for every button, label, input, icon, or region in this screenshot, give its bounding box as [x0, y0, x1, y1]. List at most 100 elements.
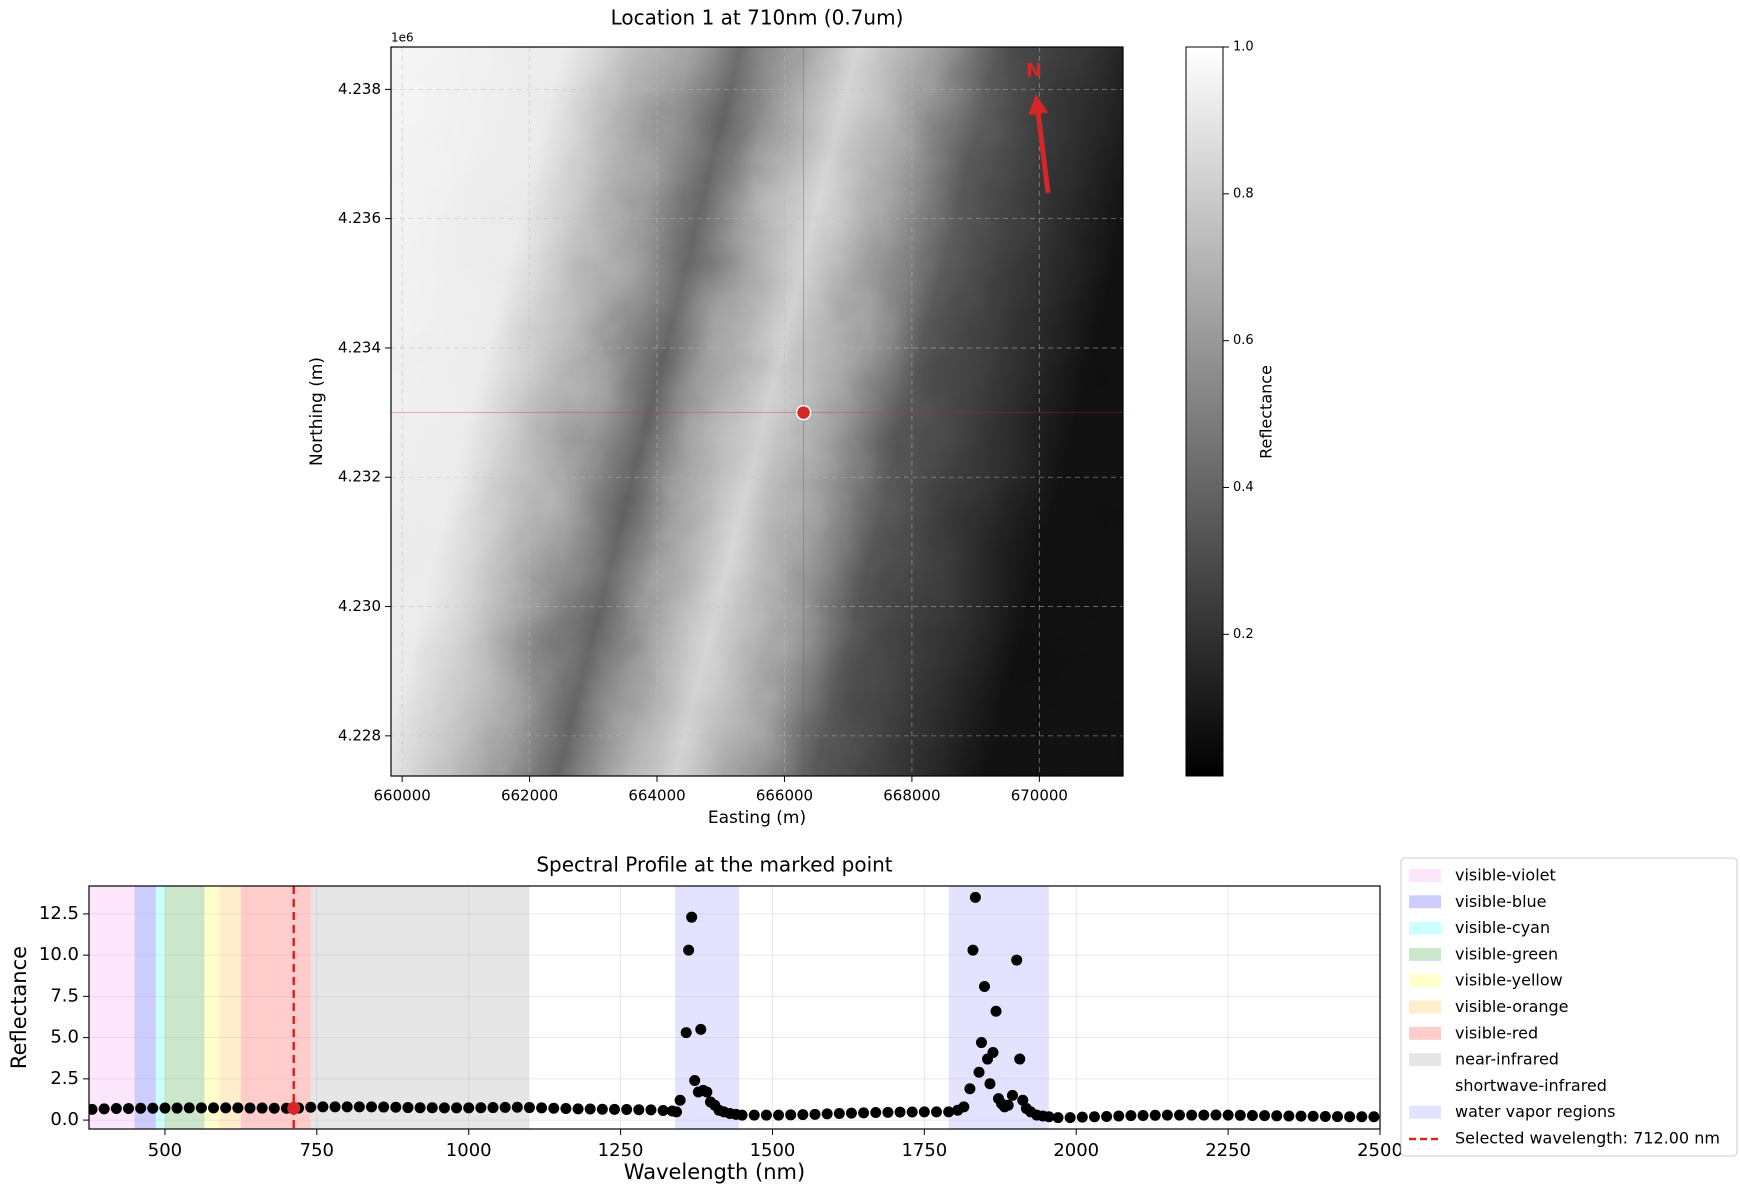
- legend-swatch: [1409, 1053, 1441, 1067]
- x-tick-label: 2250: [1205, 1140, 1251, 1161]
- spectral-point: [695, 1023, 707, 1035]
- y-tick-label: 4.234: [338, 338, 381, 356]
- spectral-point: [159, 1102, 171, 1114]
- spectral-point: [89, 1103, 98, 1115]
- y-tick-label: 4.236: [338, 209, 381, 227]
- legend-label: water vapor regions: [1455, 1102, 1616, 1121]
- spectral-point: [1307, 1110, 1319, 1122]
- y-tick-label: 0.0: [50, 1109, 79, 1130]
- spectral-point: [426, 1102, 438, 1114]
- spectral-point: [785, 1109, 797, 1121]
- legend-swatch: [1409, 1079, 1441, 1093]
- spectral-point: [366, 1101, 378, 1113]
- legend-label: visible-red: [1455, 1023, 1538, 1042]
- spectral-point: [1014, 1053, 1026, 1065]
- legend-swatch: [1409, 974, 1441, 988]
- spectral-point: [183, 1102, 195, 1114]
- x-tick-label: 2000: [1053, 1140, 1099, 1161]
- spectral-point: [773, 1109, 785, 1121]
- x-tick-label: 662000: [501, 787, 558, 805]
- spectral-point: [1125, 1110, 1137, 1122]
- x-tick-label: 666000: [756, 787, 813, 805]
- x-axis-label: Easting (m): [708, 808, 806, 828]
- spectral-point: [701, 1086, 713, 1098]
- selected-point: [287, 1101, 301, 1115]
- spectral-point: [268, 1102, 280, 1114]
- x-tick-label: 500: [148, 1140, 182, 1161]
- spectral-point: [353, 1101, 365, 1113]
- y-axis-label: Northing (m): [307, 357, 327, 466]
- y-tick-label: 7.5: [50, 985, 79, 1006]
- spectral-point: [657, 1105, 669, 1117]
- spectral-point: [341, 1101, 353, 1113]
- spectrum-panel: 500 750 1000 1250 1500 1750 2000 2250 2500 0.0 2.5…: [7, 853, 1738, 1184]
- x-tick-label: 664000: [628, 787, 685, 805]
- x-tick-label: 660000: [374, 787, 431, 805]
- spectral-point: [1186, 1109, 1198, 1121]
- spectral-point: [821, 1108, 833, 1120]
- chart-title: Spectral Profile at the marked point: [536, 853, 892, 877]
- image-texture: [391, 47, 1123, 776]
- spectral-point: [463, 1102, 475, 1114]
- spectral-point: [736, 1109, 748, 1121]
- x-tick-label: 1250: [598, 1140, 644, 1161]
- spectral-point: [402, 1102, 414, 1114]
- band: [529, 886, 1380, 1129]
- legend-label: near-infrared: [1455, 1050, 1559, 1069]
- x-tick-label: 668000: [883, 787, 940, 805]
- spectral-point: [1271, 1110, 1283, 1122]
- y-tick-label: 4.228: [338, 726, 381, 744]
- legend-box: [1400, 857, 1738, 1157]
- spectral-point: [609, 1103, 621, 1115]
- spectral-point: [98, 1103, 110, 1115]
- legend-swatch: [1409, 895, 1441, 909]
- spectral-point: [317, 1101, 329, 1113]
- legend-swatch: [1409, 921, 1441, 935]
- spectral-point: [645, 1104, 657, 1116]
- offset-text: 1e6: [391, 31, 414, 45]
- spectral-point: [683, 944, 695, 956]
- x-tick-label: 1000: [446, 1140, 492, 1161]
- x-tick-label: 1750: [901, 1140, 947, 1161]
- plot-area: [89, 886, 1380, 1129]
- spectral-point: [1295, 1110, 1307, 1122]
- marked-point: [795, 404, 812, 421]
- legend-label: visible-yellow: [1455, 971, 1563, 990]
- spectral-point: [596, 1103, 608, 1115]
- y-tick-label: 2.5: [50, 1068, 79, 1089]
- axes-frame: [88, 885, 1381, 1130]
- spectral-point: [110, 1103, 122, 1115]
- band: [219, 886, 241, 1129]
- spectral-point: [1017, 1094, 1029, 1106]
- x-axis-label: Wavelength (nm): [624, 1160, 805, 1184]
- spectral-point: [1137, 1109, 1149, 1121]
- band: [134, 886, 156, 1129]
- x-tick-label: 750: [300, 1140, 334, 1161]
- spectral-point: [1011, 954, 1023, 966]
- band: [155, 886, 165, 1129]
- spectral-point: [1043, 1111, 1055, 1123]
- spectral-point: [560, 1103, 572, 1115]
- colorbar-tick-label: 0.4: [1233, 480, 1254, 495]
- spectral-point: [978, 980, 990, 992]
- spectral-point: [147, 1102, 159, 1114]
- colorbar: [1185, 46, 1224, 777]
- spectral-point: [1234, 1109, 1246, 1121]
- spectral-point: [1064, 1112, 1076, 1124]
- spectral-point: [208, 1102, 220, 1114]
- spectral-point: [1161, 1109, 1173, 1121]
- spectral-point: [1198, 1109, 1210, 1121]
- spectral-point: [621, 1104, 633, 1116]
- north-label: N: [1026, 60, 1042, 82]
- spectral-point: [984, 1078, 996, 1090]
- spectral-point: [809, 1108, 821, 1120]
- spectral-point: [511, 1101, 523, 1113]
- spectral-point: [390, 1101, 402, 1113]
- axes-frame: [390, 46, 1124, 777]
- colorbar-tick-label: 0.6: [1233, 333, 1254, 348]
- legend-label: visible-orange: [1455, 997, 1569, 1016]
- x-tick-label: 2500: [1357, 1140, 1403, 1161]
- spectral-point: [1076, 1111, 1088, 1123]
- spectral-point: [523, 1102, 535, 1114]
- spectral-point: [232, 1102, 244, 1114]
